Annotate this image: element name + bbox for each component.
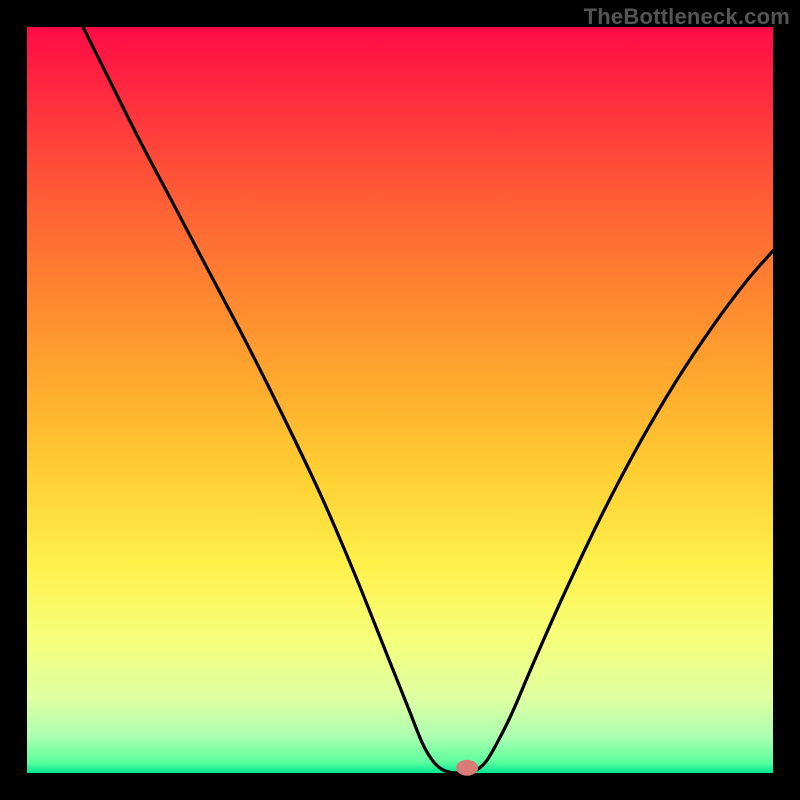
bottleneck-chart [0,0,800,800]
bottleneck-marker [456,760,478,776]
watermark-text: TheBottleneck.com [584,4,790,30]
